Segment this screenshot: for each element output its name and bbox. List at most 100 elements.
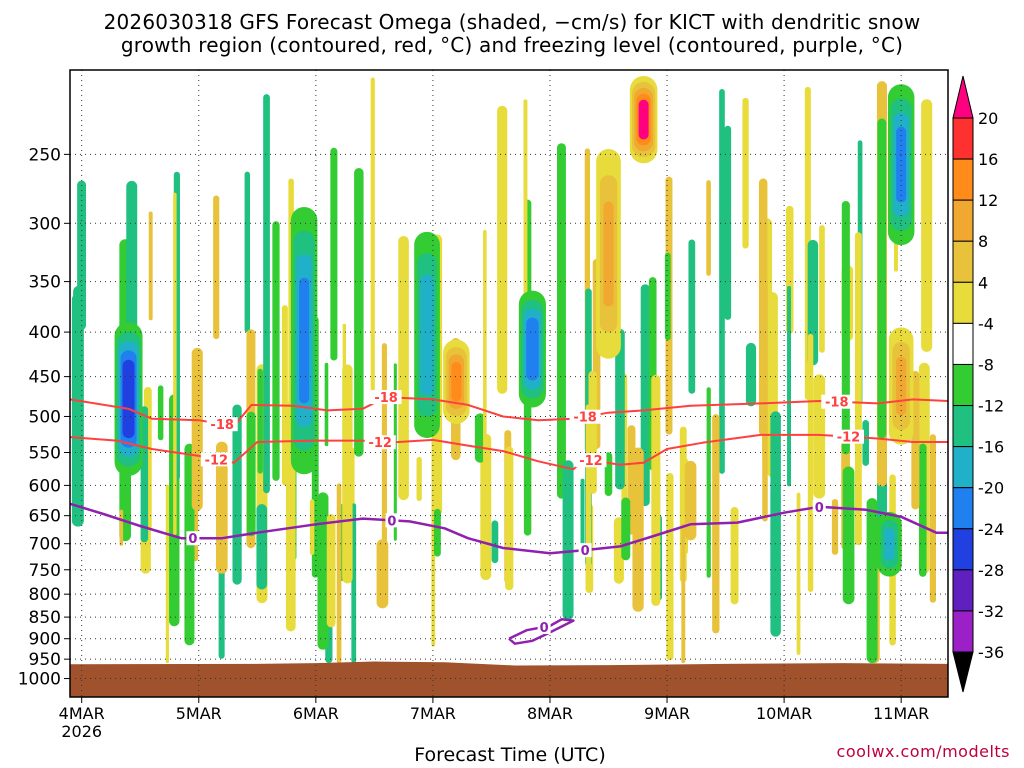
omega-streak (119, 509, 124, 546)
y-tick-label: 250 (29, 145, 61, 165)
source-credit[interactable]: coolwx.com/modelts (836, 742, 1010, 761)
omega-shading (71, 75, 936, 664)
isotherm-minus18-label: -18 (374, 391, 398, 406)
isotherm-minus12-label: -12 (837, 431, 861, 446)
surface-terrain (70, 661, 948, 697)
x-tick-label: 5MAR (176, 704, 222, 723)
freezing-level-label-bg (385, 513, 399, 528)
colorbar-box (952, 199, 974, 242)
omega-streak (215, 441, 228, 574)
omega-feature (884, 528, 895, 561)
y-tick-label: 900 (29, 630, 61, 650)
omega-streak (877, 118, 887, 439)
omega-streak (483, 229, 487, 499)
x-tick-label: 7MAR (410, 704, 456, 723)
x-tick-sublabel: 2026 (61, 722, 102, 741)
colorbar: 20 16 12 8 4 -4 -8 -12 -16 -20 -24 -28 -32 -36 (952, 75, 1004, 693)
omega-streak (370, 77, 375, 399)
omega-streak (342, 364, 353, 584)
y-axis: 2503003504004505005506006507007508008509… (18, 145, 70, 690)
isotherm-minus12-label: -12 (205, 453, 229, 468)
omega-streak (742, 97, 749, 249)
freezing-level-line (70, 502, 948, 555)
freezing-level: 0 0 0 0 (70, 499, 948, 559)
omega-streak (272, 221, 280, 481)
omega-streak (256, 504, 268, 590)
omega-streak (165, 484, 169, 664)
colorbar-label: 20 (978, 109, 998, 128)
omega-streak (621, 497, 631, 561)
freezing-level-label-bg (186, 531, 200, 546)
omega-streak (866, 498, 878, 664)
isotherm-minus18-label: -18 (825, 396, 849, 411)
colorbar-label: -4 (978, 314, 994, 333)
colorbar-box (952, 117, 974, 160)
omega-streak (831, 499, 839, 555)
omega-streak (929, 434, 936, 603)
y-tick-label: 700 (29, 535, 61, 555)
y-tick-label: 350 (29, 273, 61, 293)
omega-streak (326, 514, 336, 628)
omega-streak (398, 235, 409, 501)
omega-streak (336, 483, 342, 664)
freezing-level-label-bg (578, 543, 592, 558)
isotherm-minus18: -18 -18 -18 -18 (70, 390, 948, 433)
colorbar-box (952, 322, 974, 365)
omega-streak (562, 460, 574, 621)
omega-feature (638, 99, 649, 140)
colorbar-label: -36 (978, 643, 1004, 662)
colorbar-box (952, 363, 974, 407)
freezing-level-loop: 0 (508, 618, 575, 645)
omega-streak (580, 478, 585, 549)
isotherm-minus18-label-bg (370, 390, 402, 405)
colorbar-label: -20 (978, 479, 1004, 498)
omega-streak (684, 460, 697, 541)
isotherm-minus12-label-bg (200, 452, 232, 467)
colorbar-arrow-top (952, 75, 974, 119)
omega-streak (588, 370, 597, 494)
omega-feature (603, 201, 614, 307)
y-tick-label: 850 (29, 608, 61, 628)
omega-streak (819, 225, 825, 353)
omega-streak (309, 499, 315, 555)
omega-streak (664, 252, 671, 341)
chart-title-line-2: growth region (contoured, red, °C) and f… (120, 33, 904, 57)
y-tick-label: 300 (29, 214, 61, 234)
omega-streak (246, 411, 256, 537)
omega-streak (730, 506, 739, 605)
omega-streak (762, 278, 768, 522)
omega-feature (451, 361, 462, 402)
colorbar-box (952, 240, 974, 283)
colorbar-label: 8 (978, 232, 988, 251)
freezing-level-loop-label-bg (537, 619, 551, 634)
colorbar-label: -8 (978, 355, 994, 374)
omega-feature (526, 317, 539, 381)
y-tick-label: 950 (29, 650, 61, 670)
x-tick-label: 10MAR (756, 704, 812, 723)
omega-streak (474, 413, 486, 463)
omega-feature (299, 277, 310, 404)
colorbar-label: -32 (978, 602, 1004, 621)
omega-streak (666, 472, 674, 661)
isotherm-minus18-label: -18 (573, 411, 597, 426)
plot-frame (69, 69, 949, 698)
y-tick-label: 400 (29, 323, 61, 343)
colorbar-arrow-bottom (952, 651, 974, 693)
freezing-level-loop-label: 0 (540, 621, 549, 636)
freezing-level-label: 0 (581, 544, 590, 559)
x-tick-label: 9MAR (644, 704, 690, 723)
colorbar-label: -24 (978, 520, 1004, 539)
colorbar-label: 12 (978, 191, 998, 210)
omega-streak (706, 180, 711, 276)
omega-streak (719, 89, 725, 474)
omega-streak (681, 523, 686, 664)
x-tick-label: 6MAR (293, 704, 339, 723)
omega-streak (213, 195, 220, 340)
isotherm-minus12-label-bg (832, 429, 864, 444)
omega-streak (263, 94, 270, 494)
isotherm-minus18-label: -18 (210, 418, 234, 433)
y-tick-label: 750 (29, 561, 61, 581)
y-tick-label: 450 (29, 368, 61, 388)
omega-streak (688, 239, 696, 394)
